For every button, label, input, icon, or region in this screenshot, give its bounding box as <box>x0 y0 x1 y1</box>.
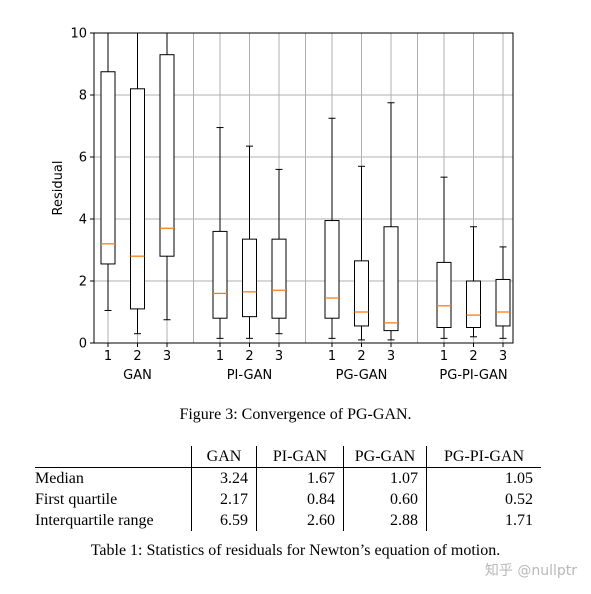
column-header: PI-GAN <box>256 446 344 468</box>
box <box>212 230 228 319</box>
table-cell: 1.67 <box>256 467 344 489</box>
box <box>130 88 145 310</box>
x-tick-label: 1 <box>104 349 112 364</box>
box <box>271 238 287 319</box>
table-cell: 3.24 <box>191 467 257 489</box>
box <box>466 280 481 328</box>
table-cell: 6.59 <box>191 510 257 531</box>
figure-caption: Figure 3: Convergence of PG-GAN. <box>179 406 412 423</box>
group-label: PI-GAN <box>227 368 273 383</box>
box <box>100 71 116 265</box>
table-header-row: GAN PI-GAN PG-GAN PG-PI-GAN <box>35 446 541 468</box>
group-label: PG-GAN <box>336 368 388 383</box>
table-cell: 2.60 <box>256 510 344 531</box>
x-tick-label: 2 <box>133 349 141 364</box>
group-label: PG-PI-GAN <box>439 368 507 383</box>
x-tick-label: 1 <box>440 349 448 364</box>
row-label: First quartile <box>35 491 118 508</box>
table-cell: 0.60 <box>343 489 427 510</box>
group-label: GAN <box>123 368 152 383</box>
box <box>159 54 175 257</box>
statistics-table: GAN PI-GAN PG-GAN PG-PI-GAN Median 3.24 … <box>35 446 541 531</box>
y-tick-label: 6 <box>79 151 87 166</box>
x-tick-label: 2 <box>469 349 477 364</box>
x-tick-label: 2 <box>245 349 253 364</box>
x-tick-label: 3 <box>499 349 507 364</box>
table-corner <box>35 446 192 468</box>
y-tick-label: 0 <box>79 337 87 352</box>
table-cell: 0.84 <box>256 489 344 510</box>
column-header: PG-GAN <box>343 446 427 468</box>
table-cell: 1.07 <box>343 467 427 489</box>
x-tick-label: 3 <box>387 349 395 364</box>
y-tick-label: 10 <box>70 27 87 42</box>
row-label: Median <box>35 470 84 487</box>
box <box>242 238 257 318</box>
row-label: Interquartile range <box>35 512 154 529</box>
y-tick-label: 2 <box>79 275 87 290</box>
x-tick-label: 3 <box>275 349 283 364</box>
y-axis-label: Residual <box>51 161 66 216</box>
table-cell: 0.52 <box>426 489 541 510</box>
column-header: PG-PI-GAN <box>426 446 541 468</box>
box <box>354 260 369 327</box>
x-tick-label: 1 <box>328 349 336 364</box>
table-caption: Table 1: Statistics of residuals for New… <box>90 542 501 559</box>
table-row: First quartile 2.17 0.84 0.60 0.52 <box>35 489 541 510</box>
y-tick-label: 4 <box>79 213 87 228</box>
box <box>495 278 511 327</box>
box <box>383 226 399 332</box>
table-row: Interquartile range 6.59 2.60 2.88 1.71 <box>35 510 541 531</box>
x-tick-label: 1 <box>216 349 224 364</box>
column-header: GAN <box>191 446 257 468</box>
y-tick-label: 8 <box>79 89 87 104</box>
watermark: 知乎 @nullptr <box>484 563 577 579</box>
box <box>324 220 340 319</box>
box <box>436 261 452 328</box>
x-tick-label: 2 <box>357 349 365 364</box>
table-row: Median 3.24 1.67 1.07 1.05 <box>35 467 541 489</box>
table-cell: 1.05 <box>426 467 541 489</box>
table-cell: 2.88 <box>343 510 427 531</box>
x-tick-label: 3 <box>163 349 171 364</box>
table-cell: 1.71 <box>426 510 541 531</box>
table-cell: 2.17 <box>191 489 257 510</box>
plot-frame <box>93 32 514 344</box>
